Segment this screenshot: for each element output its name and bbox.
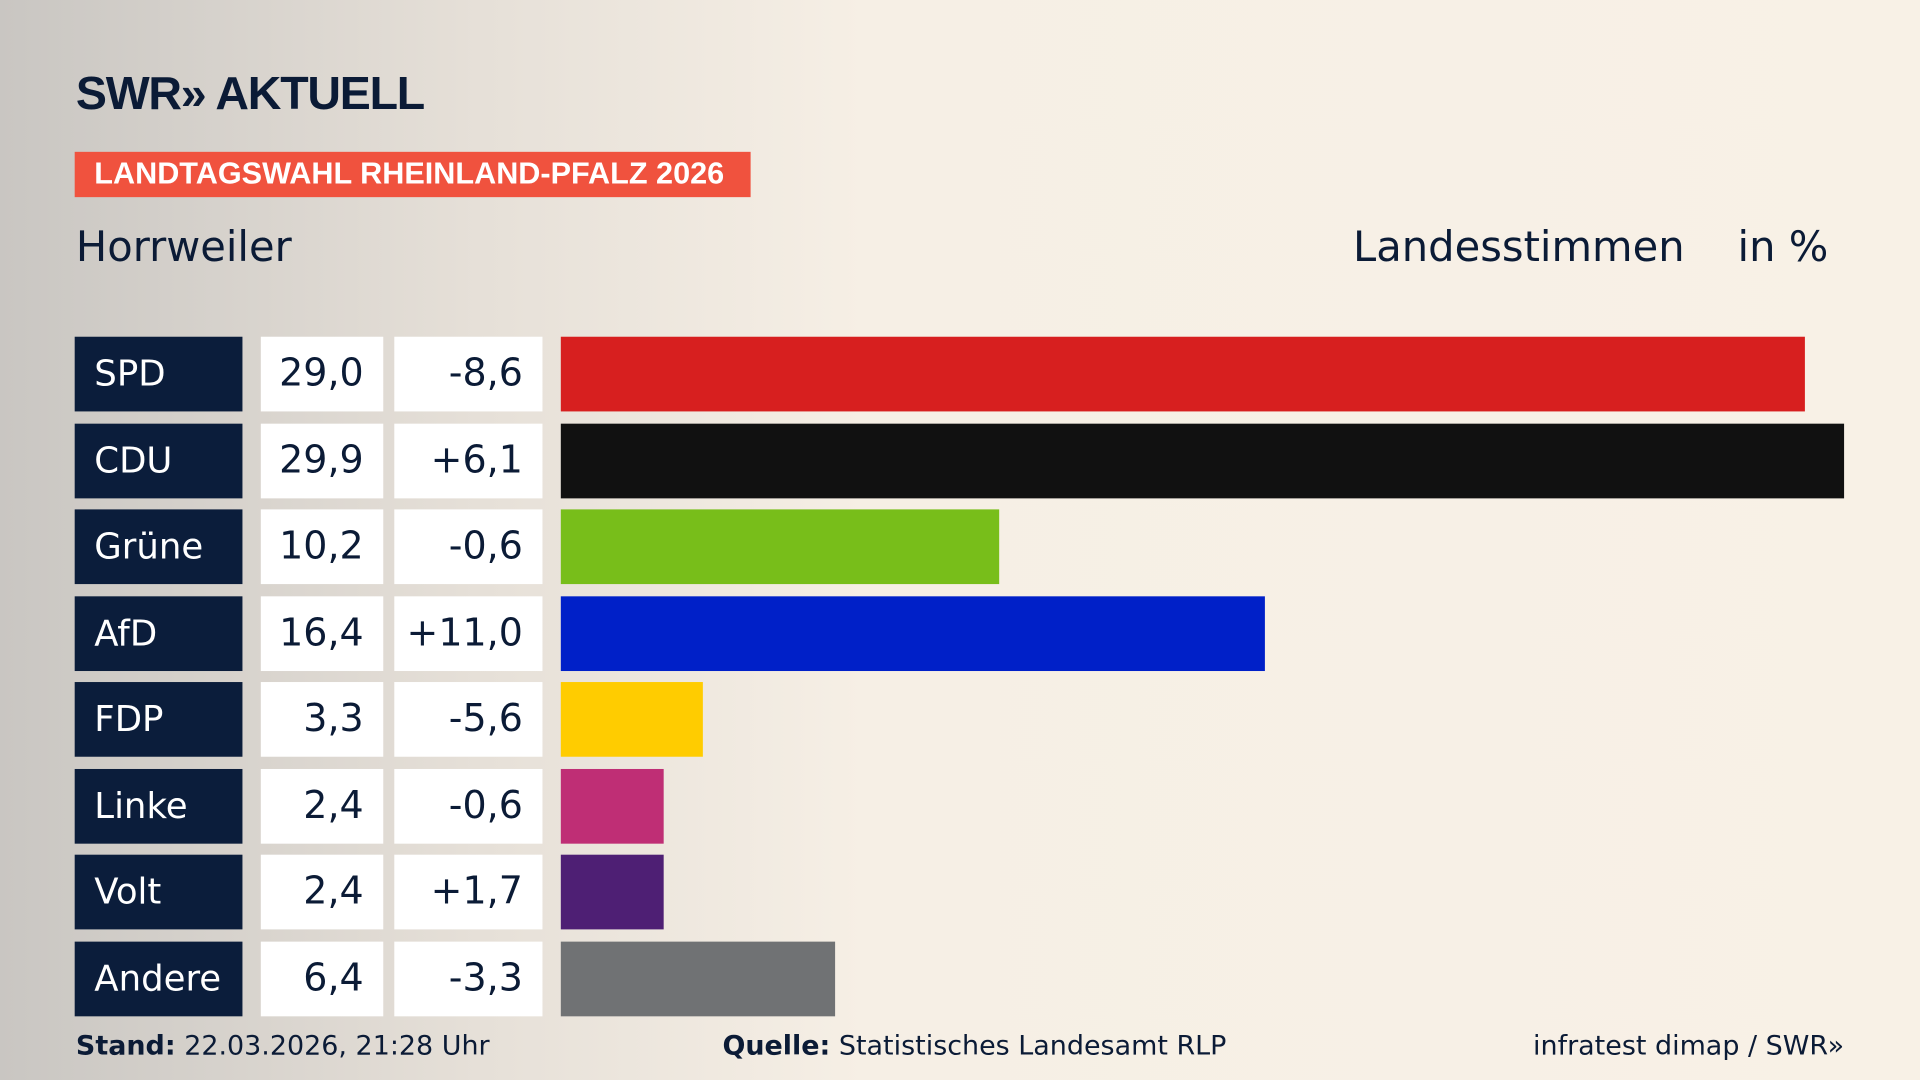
bar: [560, 423, 1845, 498]
value-label: 6,4: [260, 941, 384, 1016]
election-banner: LANDTAGSWAHL RHEINLAND-PFALZ 2026: [74, 151, 751, 198]
source-value: Statistisches Landesamt RLP: [838, 1031, 1227, 1062]
stand: Stand: 22.03.2026, 21:28 Uhr: [76, 1031, 490, 1062]
place-title: Horrweiler: [75, 222, 292, 272]
party-label: FDP: [74, 682, 243, 757]
bar: [560, 682, 703, 757]
swr-aktuell-logo: SWR» AKTUELL: [75, 68, 425, 121]
measure-label: Landesstimmen: [1353, 222, 1685, 272]
stand-value: 22.03.2026, 21:28 Uhr: [184, 1031, 490, 1062]
diff-label: -8,6: [394, 336, 543, 412]
value-label: 29,9: [260, 423, 384, 498]
value-label: 10,2: [260, 509, 384, 585]
party-label: Andere: [74, 941, 243, 1016]
source-label: Quelle:: [722, 1031, 831, 1062]
value-label: 29,0: [260, 336, 384, 412]
unit-label: in %: [1737, 222, 1829, 272]
value-label: 2,4: [260, 854, 384, 930]
diff-label: -0,6: [394, 768, 543, 844]
party-label: Volt: [74, 854, 243, 930]
stand-label: Stand:: [75, 1031, 176, 1062]
party-label: Linke: [74, 768, 243, 844]
bar: [560, 768, 664, 844]
bar: [560, 941, 836, 1016]
bar: [560, 595, 1265, 671]
diff-label: +11,0: [394, 595, 543, 671]
bar: [560, 509, 999, 585]
value-label: 2,4: [260, 768, 384, 844]
diff-label: -3,3: [394, 941, 543, 1016]
credit: infratest dimap / SWR»: [1533, 1031, 1845, 1062]
diff-label: -5,6: [394, 682, 543, 757]
party-label: CDU: [74, 423, 243, 498]
bar: [560, 854, 664, 930]
bar: [560, 336, 1806, 412]
party-label: SPD: [74, 336, 243, 412]
diff-label: +1,7: [394, 854, 543, 930]
value-label: 16,4: [260, 595, 384, 671]
diff-label: +6,1: [394, 423, 543, 498]
party-label: AfD: [74, 595, 243, 671]
source: Quelle: Statistisches Landesamt RLP: [722, 1031, 1226, 1062]
value-label: 3,3: [260, 682, 384, 757]
party-label: Grüne: [74, 509, 243, 585]
diff-label: -0,6: [394, 509, 543, 585]
